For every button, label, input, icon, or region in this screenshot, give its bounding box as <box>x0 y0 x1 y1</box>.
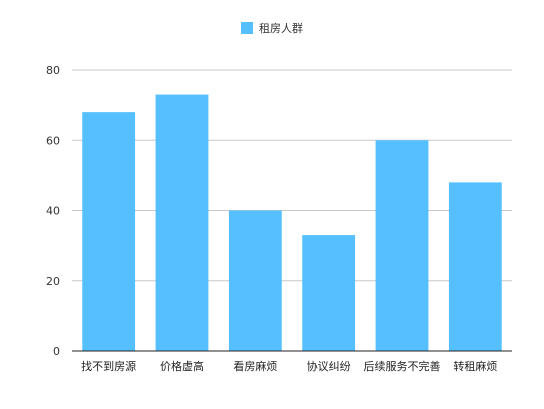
bar <box>448 182 502 351</box>
x-axis-category-labels: 找不到房源 价格虚高 看房麻烦 协议纠纷 后续服务不完善 转租麻烦 <box>81 359 497 373</box>
legend: 租房人群 <box>241 21 303 35</box>
x-category-label: 价格虚高 <box>160 359 204 373</box>
bar <box>155 94 209 352</box>
grid-lines <box>72 69 512 282</box>
y-tick-label: 0 <box>53 345 60 358</box>
x-category-label: 看房麻烦 <box>233 359 277 373</box>
bar <box>302 235 356 351</box>
bar-series <box>82 94 502 352</box>
x-category-label: 后续服务不完善 <box>364 359 441 373</box>
y-tick-label: 60 <box>46 134 60 147</box>
y-axis-tick-labels: 0 20 40 60 80 <box>46 64 60 358</box>
y-tick-label: 80 <box>46 64 60 77</box>
legend-label: 租房人群 <box>259 21 303 35</box>
y-tick-label: 40 <box>46 205 60 218</box>
bar <box>82 112 136 352</box>
x-category-label: 协议纠纷 <box>307 359 351 373</box>
x-category-label: 找不到房源 <box>81 359 136 373</box>
x-category-label: 转租麻烦 <box>453 359 497 373</box>
y-tick-label: 20 <box>46 275 60 288</box>
legend-swatch <box>241 22 253 34</box>
bar <box>375 140 429 351</box>
bar <box>228 210 282 351</box>
